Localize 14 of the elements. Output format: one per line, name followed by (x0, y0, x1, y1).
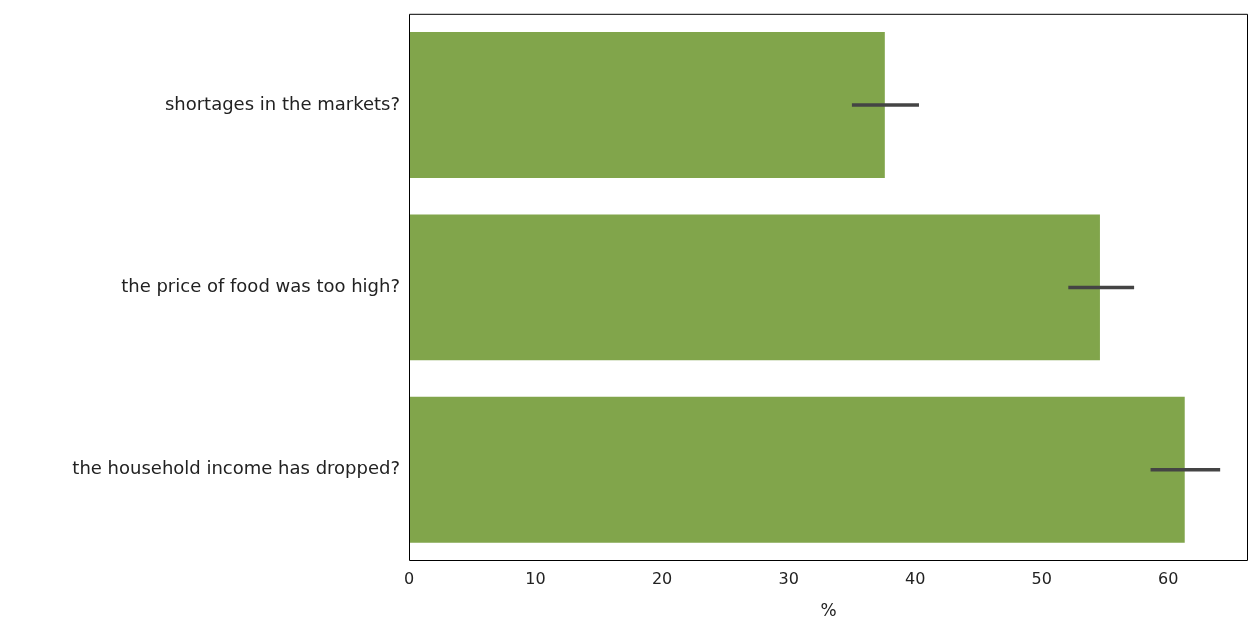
x-tick-label: 50 (1031, 568, 1052, 588)
x-tick-label: 40 (905, 568, 926, 588)
y-tick-label: the household income has dropped? (72, 457, 400, 479)
x-tick-label: 30 (778, 568, 799, 588)
y-tick-label: shortages in the markets? (164, 92, 400, 114)
x-tick-label: 10 (525, 568, 546, 588)
y-tick-label: the price of food was too high? (121, 275, 400, 297)
bar (409, 396, 1185, 543)
bar (409, 214, 1100, 361)
x-tick-label: 60 (1158, 568, 1179, 588)
x-tick-label: 20 (651, 568, 673, 588)
x-tick-label: 0 (403, 568, 415, 588)
x-axis-title: % (820, 600, 837, 621)
bar (409, 32, 885, 178)
